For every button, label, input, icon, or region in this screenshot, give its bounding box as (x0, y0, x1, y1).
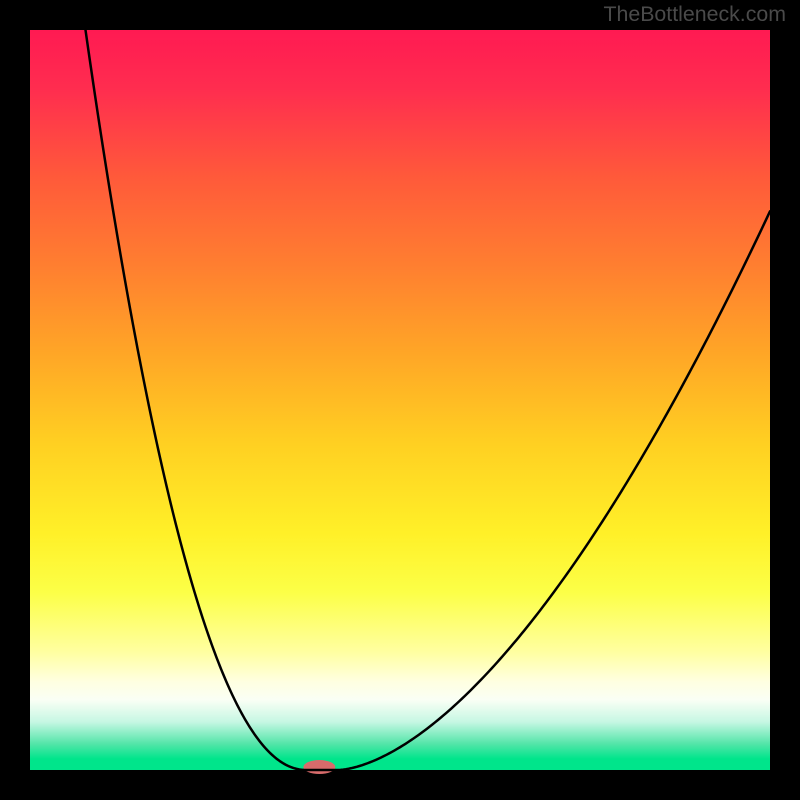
bottleneck-chart (0, 0, 800, 800)
watermark-text: TheBottleneck.com (603, 2, 786, 27)
plot-background (30, 30, 770, 770)
chart-container: TheBottleneck.com (0, 0, 800, 800)
optimum-marker (303, 760, 335, 774)
